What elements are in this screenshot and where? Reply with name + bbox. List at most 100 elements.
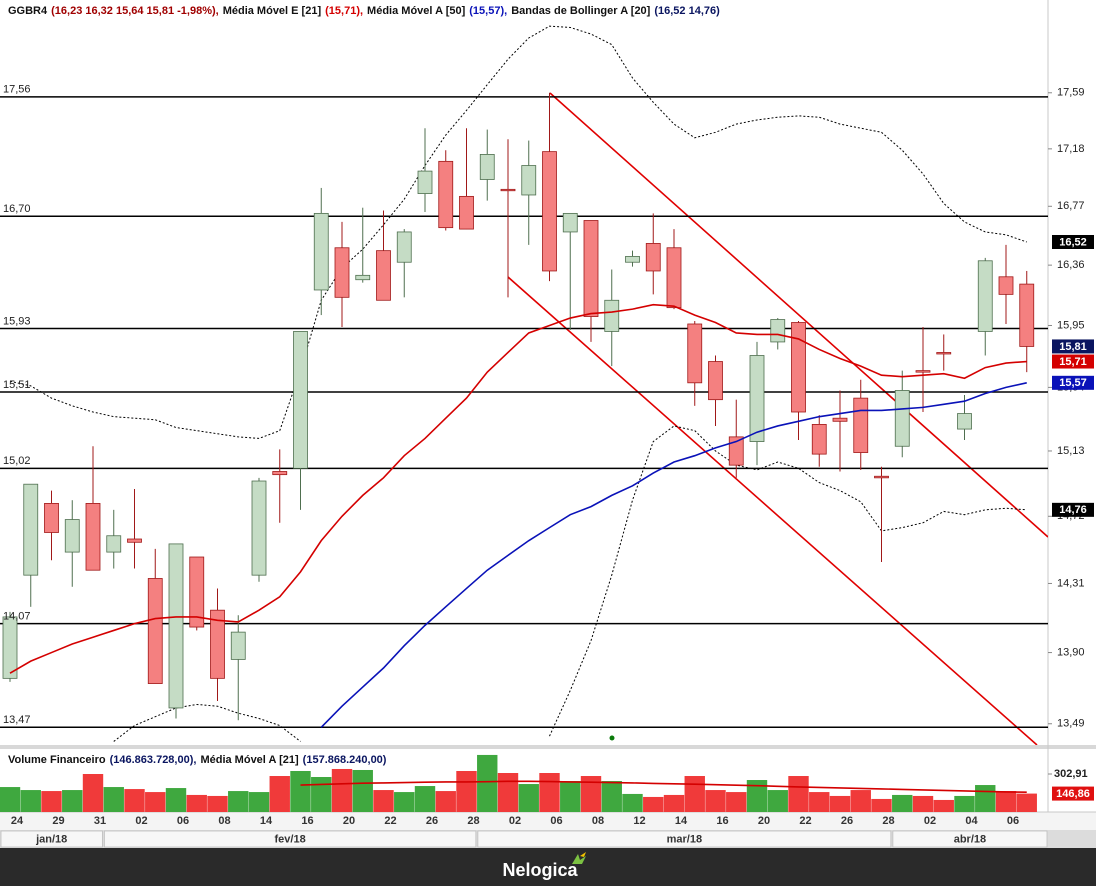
brand-logo — [580, 852, 586, 857]
candle-body — [2, 616, 18, 679]
legend-item: (16,52 14,76) — [654, 5, 720, 17]
value-badge-label: 15,57 — [1059, 377, 1087, 389]
legend-item: Média Móvel E [21] — [223, 5, 322, 17]
x-tick-label: 02 — [135, 815, 147, 827]
candle-body — [147, 578, 163, 684]
x-tick-label: 20 — [343, 815, 355, 827]
candle-body — [168, 543, 184, 709]
y-tick-label: 16,77 — [1057, 200, 1085, 212]
volume-bar — [20, 790, 41, 812]
volume-bar — [663, 794, 685, 812]
volume-bar — [829, 795, 851, 812]
x-tick-label: 26 — [426, 815, 438, 827]
level-label: 16,70 — [3, 203, 31, 215]
value-badge-label: 14,76 — [1059, 504, 1087, 516]
candle-body — [417, 170, 433, 194]
candle-body — [832, 417, 848, 422]
candle-body — [915, 370, 931, 373]
candle-body — [770, 319, 786, 343]
candle-body — [459, 195, 474, 230]
volume-bar — [954, 795, 975, 812]
value-badge — [1052, 354, 1094, 369]
legend-item: (157.868.240,00) — [303, 754, 387, 766]
candle-body — [625, 256, 640, 263]
x-tick-label: 06 — [550, 815, 562, 827]
volume-bar — [311, 777, 332, 812]
candle-body — [749, 355, 765, 442]
price-legend: GGBR4 (16,23 16,32 15,64 15,81 -1,98%), Mé… — [8, 5, 720, 17]
value-badge-label: 146,86 — [1056, 788, 1090, 800]
candle-body — [189, 556, 205, 628]
day-axis-band — [0, 812, 1096, 830]
level-label: 15,93 — [3, 315, 31, 327]
value-badge — [1052, 786, 1094, 801]
moving-average — [320, 382, 1027, 728]
y-tick-label: 13,90 — [1057, 646, 1085, 658]
volume-bar — [684, 776, 705, 812]
x-tick-label: 28 — [882, 815, 894, 827]
volume-bar — [41, 791, 62, 812]
candle-body — [874, 475, 889, 479]
x-tick-label: 16 — [301, 815, 313, 827]
x-tick-label: 14 — [260, 815, 273, 827]
volume-bar — [414, 786, 436, 812]
value-badge-label: 15,71 — [1059, 356, 1087, 368]
x-tick-label: 26 — [841, 815, 853, 827]
candle-body — [604, 299, 620, 332]
candle-body — [957, 413, 972, 430]
volume-bar — [124, 789, 145, 812]
legend-item: (15,71), — [325, 5, 363, 17]
volume-bar — [788, 776, 809, 812]
x-tick-label: 29 — [52, 815, 64, 827]
x-tick-label: 20 — [758, 815, 770, 827]
volume-bar — [145, 792, 166, 812]
candle-body — [562, 212, 578, 233]
volume-bar — [518, 784, 539, 812]
volume-bar — [995, 791, 1017, 812]
volume-bar — [435, 791, 456, 812]
candle-body — [977, 260, 993, 332]
candle-body — [23, 483, 39, 576]
brand-logo — [572, 854, 586, 864]
level-label: 13,47 — [3, 714, 31, 726]
legend-item: GGBR4 — [8, 5, 48, 17]
volume-bar — [1016, 793, 1037, 812]
volume-bar — [248, 792, 270, 812]
candle-body — [666, 247, 682, 309]
x-tick-label: 14 — [675, 815, 688, 827]
volume-bar — [497, 772, 519, 812]
volume-bar — [0, 787, 21, 812]
y-tick-label: 13,49 — [1057, 718, 1085, 730]
volume-bar — [373, 790, 394, 812]
candle-body — [334, 247, 350, 298]
y-tick-label: 17,18 — [1057, 143, 1085, 155]
legend-item: (146.863.728,00), — [110, 754, 197, 766]
x-tick-label: 12 — [633, 815, 645, 827]
volume-bar — [165, 788, 187, 812]
legend-item: (16,23 16,32 15,64 15,81 -1,98%), — [51, 5, 219, 17]
volume-bar — [975, 785, 996, 812]
x-tick-label: 08 — [592, 815, 604, 827]
trendline — [549, 92, 1048, 538]
axes: 17,56 16,70 15,93 15,51 15,02 14,07 13,47 17,59… — [0, 84, 1094, 848]
candle-body — [272, 471, 288, 476]
candle-body — [998, 276, 1014, 295]
candle-body — [811, 424, 827, 455]
candle-body — [645, 243, 661, 272]
x-tick-label: 16 — [716, 815, 728, 827]
candle-body — [728, 436, 744, 466]
volume-bar — [539, 772, 560, 812]
bollinger-upper — [9, 25, 1027, 439]
candle-body — [687, 323, 703, 384]
bollinger-lower — [113, 425, 1027, 742]
level-label: 17,56 — [3, 84, 31, 96]
volume-bar — [331, 768, 353, 812]
x-tick-label: 02 — [509, 815, 521, 827]
candle-body — [708, 361, 723, 401]
volume-bar — [477, 754, 498, 812]
value-badge-label: 16,52 — [1059, 236, 1087, 248]
candle-body — [251, 480, 267, 576]
candle-body — [479, 154, 495, 180]
